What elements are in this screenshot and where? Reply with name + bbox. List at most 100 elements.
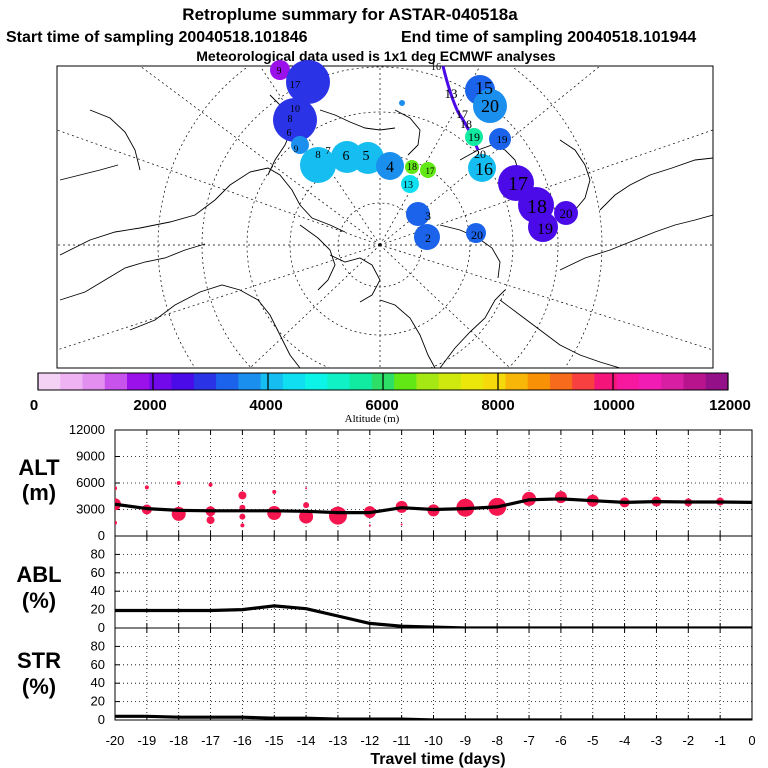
panel-data [115,714,752,720]
colorbar-tick-label: 8000 [481,397,514,414]
plume-day-label: 8 [315,149,321,161]
altitude-point [299,509,314,524]
colorbar-swatch [416,373,440,390]
y-tick-label: 20 [91,694,105,709]
altitude-point [400,523,403,526]
x-tick-label: -15 [265,733,284,748]
colorbar-tick-label: 12000 [709,397,751,414]
y-tick-label: 6000 [76,475,105,490]
y-tick-label: 40 [91,675,105,690]
plume-day-label: 13 [445,86,458,101]
plume-day-label: 9 [277,66,282,77]
y-tick-label: 9000 [76,449,105,464]
plume-dot [401,175,419,193]
panel-ylabel: STR [17,648,61,673]
plume-day-label: 20 [474,147,486,161]
panel-yunit: (m) [22,480,56,505]
colorbar-tick-label: 0 [30,397,38,414]
y-tick-label: 0 [98,528,105,543]
plume-dot [376,152,404,180]
x-tick-label: -9 [460,733,472,748]
colorbar-swatch [82,373,106,390]
plume-dot [291,136,309,154]
plume-day-label: 13 [403,180,413,191]
colorbar-swatch [549,373,573,390]
map-graticule [57,66,713,368]
plume-day-label: 4 [386,159,394,176]
plume-day-label: 10 [290,104,300,115]
panel-alt: 12000 9000 6000 3000 0 ALT(m) [18,422,753,543]
panel-frame [114,535,753,629]
altitude-point [272,489,277,494]
altitude-point [368,524,371,527]
altitude-point [176,481,181,485]
colorbar-swatch [394,373,417,390]
plume-day-label: 19 [468,130,480,144]
plume-day-label: 18 [460,117,472,131]
x-tick-label: -20 [106,733,125,748]
colorbar-swatch [505,373,529,390]
colorbar-swatch [527,373,551,390]
x-tick-label: -7 [523,733,535,748]
colorbar-swatch [238,373,262,390]
colorbar-swatch [305,373,328,390]
plume-day-label: 20 [471,228,483,242]
altitude-point [208,482,213,487]
plume-dot [473,89,507,123]
y-tick-label: 60 [91,657,105,672]
x-tick-label: -16 [233,733,252,748]
x-axis-title: Travel time (days) [370,751,505,768]
colorbar-swatch [60,373,84,390]
panel-ylabel: ALT [18,455,60,480]
plume-day-label: 17 [290,79,302,91]
colorbar-swatch [282,373,306,390]
plume-day-label: 18 [407,162,417,173]
colorbar-tick-label: 2000 [133,397,166,414]
altitude-point [144,485,149,490]
map-coastlines [59,94,713,368]
x-tick-label: -14 [297,733,316,748]
y-tick-label: 80 [91,546,105,561]
colorbar-swatch [127,373,150,390]
x-tick-label: -6 [555,733,567,748]
panel-abl: 80 60 40 20 0 ABL(%) [16,535,753,635]
colorbar-swatch [460,373,484,390]
plume-day-label: 7 [325,145,331,157]
x-tick-label: -10 [424,733,443,748]
x-tick-label: -4 [619,733,631,748]
series-line [115,604,752,628]
plume-day-label: 6 [343,149,350,164]
colorbar-swatch [193,373,217,390]
colorbar-swatch [438,373,462,390]
altitude-point [305,487,308,490]
panel-data [115,481,752,528]
panel-data [115,604,752,628]
plume-day-label: 3 [425,209,431,223]
x-tick-label: -8 [491,733,503,748]
plume-day-label: 20 [560,206,573,221]
y-tick-label: 20 [91,602,105,617]
colorbar-tick-label: 6000 [365,397,398,414]
colorbar-tick-labels: 0 2000 4000 6000 8000 10000 12000 [30,373,751,414]
altitude-point [115,520,117,525]
colorbar-swatch [149,373,173,390]
colorbar-swatch [216,373,239,390]
plume-day-label: 19 [537,221,553,238]
map-frame [56,65,714,369]
plume-dot [270,60,290,80]
altitude-point [267,506,282,521]
x-tick-label: 0 [748,733,755,748]
colorbar-swatch [594,373,618,390]
title-line1: Retroplume summary for ASTAR-040518a [182,5,518,24]
y-tick-label: 12000 [69,422,105,437]
panel-frame [114,627,753,721]
colorbar-label: Altitude (m) [345,413,400,425]
plume-day-label: 20 [481,96,499,116]
y-tick-label: 60 [91,565,105,580]
plume-dot [399,100,405,106]
plume-dot [489,128,511,150]
x-tick-label: -18 [169,733,188,748]
x-tick-label: -19 [137,733,156,748]
plume-day-label: 2 [425,231,431,245]
